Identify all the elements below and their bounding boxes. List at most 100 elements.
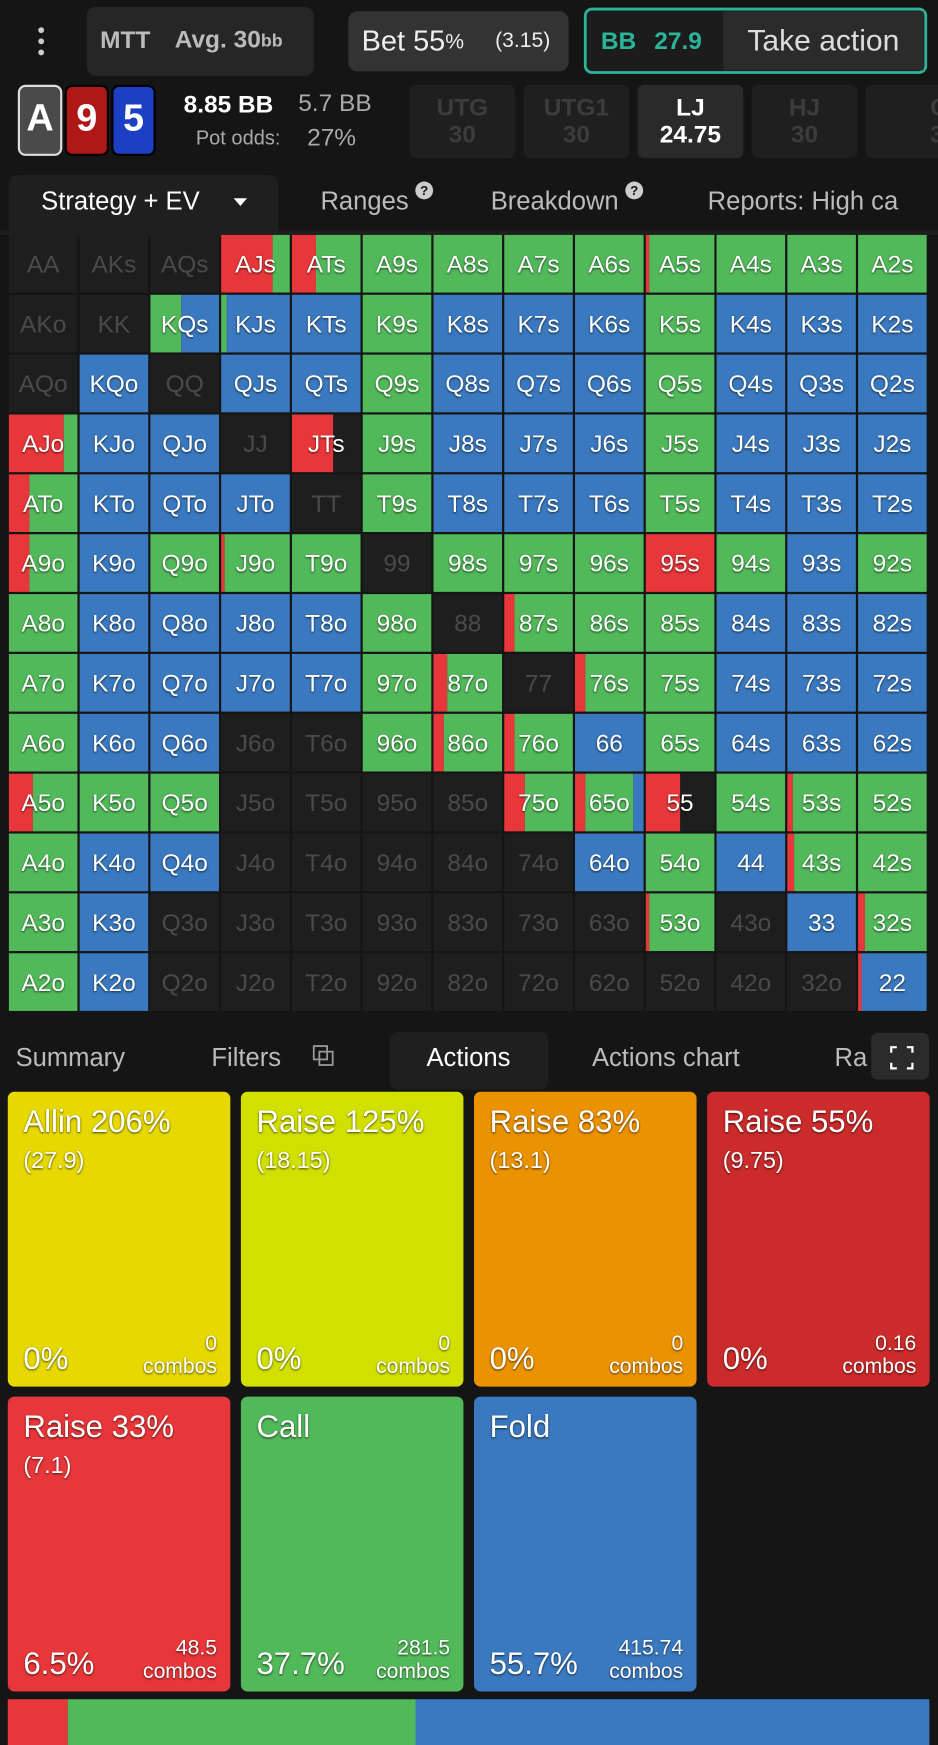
hand-cell[interactable] (362, 534, 432, 592)
hand-cell[interactable] (433, 773, 503, 832)
hand-cell[interactable] (504, 893, 573, 952)
hand-cell[interactable] (221, 713, 290, 772)
hand-cell[interactable] (79, 234, 149, 293)
action-card[interactable] (7, 1396, 231, 1692)
action-segment (362, 414, 432, 473)
action-segment (150, 773, 219, 832)
hand-cell[interactable] (291, 713, 361, 772)
hand-cell[interactable] (575, 953, 644, 1011)
hand-label: 96s (590, 551, 629, 578)
hand-label: Q4o (162, 850, 208, 877)
hand-cell[interactable] (8, 234, 78, 293)
hand-cell[interactable] (787, 953, 856, 1011)
action-segment (716, 474, 786, 533)
position[interactable] (751, 84, 858, 159)
card (111, 84, 156, 156)
hand-cell[interactable] (716, 953, 786, 1011)
hand-label: 32s (873, 910, 912, 937)
action-segment (504, 594, 515, 652)
hand-label: 85s (660, 611, 699, 638)
action-combos: 0.16 (875, 1332, 916, 1355)
tab[interactable]: Ranges (320, 187, 408, 215)
hand-cell[interactable] (575, 893, 644, 952)
action-segment (362, 594, 432, 652)
bottom-tab[interactable]: Actions chart (592, 1044, 740, 1072)
hand-cell[interactable] (716, 893, 786, 952)
hand-label: T4s (730, 491, 771, 518)
position-name: UTG1 (544, 95, 609, 122)
tab[interactable]: Reports: High ca (708, 187, 899, 215)
position[interactable] (523, 84, 630, 159)
action-segment (32, 773, 78, 832)
hand-cell[interactable] (433, 833, 503, 892)
position[interactable] (409, 84, 516, 159)
action-segment (787, 354, 856, 413)
filters-icon[interactable] (312, 1045, 334, 1066)
active-tab-bg (8, 174, 279, 238)
hand-label: Q2s (870, 371, 915, 398)
dropdown-arrow[interactable] (233, 198, 248, 206)
bet-box[interactable] (348, 11, 569, 72)
hand-cell[interactable] (8, 294, 78, 353)
take-action[interactable]: Take action (747, 24, 899, 57)
hand-cell[interactable] (645, 953, 715, 1011)
hand-cell[interactable] (433, 893, 503, 952)
action-card[interactable] (474, 1091, 697, 1387)
hand-label: J5s (661, 431, 699, 458)
action-card[interactable] (707, 1091, 930, 1387)
action-segment (8, 653, 78, 712)
hand-cell[interactable] (79, 294, 149, 353)
game-box[interactable] (86, 6, 314, 76)
hand-label: 86o (447, 730, 488, 757)
hand-cell[interactable] (221, 414, 290, 473)
hand-cell[interactable] (504, 833, 573, 892)
bottom-tab[interactable]: Summary (16, 1044, 126, 1072)
bottom-tab[interactable]: Actions (426, 1044, 510, 1072)
action-segment (291, 534, 361, 592)
hand-cell[interactable] (291, 893, 361, 952)
hand-cell[interactable] (291, 474, 361, 533)
hand-label: T2s (872, 491, 913, 518)
hand-cell[interactable] (433, 953, 503, 1011)
action-card[interactable] (240, 1396, 464, 1692)
hand-cell[interactable] (291, 953, 361, 1011)
hand-cell[interactable] (291, 773, 361, 832)
hand-cell[interactable] (221, 953, 290, 1011)
hand-cell[interactable] (291, 833, 361, 892)
position[interactable] (637, 84, 744, 159)
hand-cell[interactable] (221, 773, 290, 832)
hand-cell[interactable] (221, 893, 290, 952)
menu-button[interactable] (38, 27, 45, 56)
hand-cell[interactable] (504, 953, 573, 1011)
avg-unit: bb (261, 30, 283, 50)
tab[interactable]: Strategy + EV (41, 187, 200, 215)
combos-label: combos (842, 1355, 916, 1378)
position[interactable] (865, 84, 938, 159)
expand-button[interactable] (871, 1032, 930, 1080)
hand-label: 74s (731, 670, 770, 697)
hand-cell[interactable] (433, 594, 503, 652)
hand-label: AKs (91, 251, 136, 278)
hand-cell[interactable] (362, 893, 432, 952)
tab[interactable]: Breakdown (491, 187, 619, 215)
hand-label: A4s (730, 251, 772, 278)
action-card[interactable] (7, 1091, 231, 1387)
card-rank: 5 (123, 97, 144, 139)
hand-cell[interactable] (150, 953, 219, 1011)
hand-cell[interactable] (150, 234, 219, 293)
hand-cell[interactable] (362, 773, 432, 832)
action-segment (433, 474, 503, 533)
hand-label: TT (311, 491, 341, 518)
bottom-tab[interactable]: Ra (835, 1044, 868, 1072)
hand-cell[interactable] (362, 833, 432, 892)
action-card[interactable] (474, 1396, 697, 1692)
bottom-tab[interactable]: Filters (211, 1044, 281, 1072)
action-card[interactable] (240, 1091, 464, 1387)
hand-cell[interactable] (221, 833, 290, 892)
hand-cell[interactable] (504, 653, 573, 712)
hand-label: A7o (21, 670, 65, 697)
hand-cell[interactable] (8, 354, 78, 413)
hand-cell[interactable] (362, 953, 432, 1011)
hand-cell[interactable] (150, 354, 219, 413)
hand-cell[interactable] (150, 893, 219, 952)
